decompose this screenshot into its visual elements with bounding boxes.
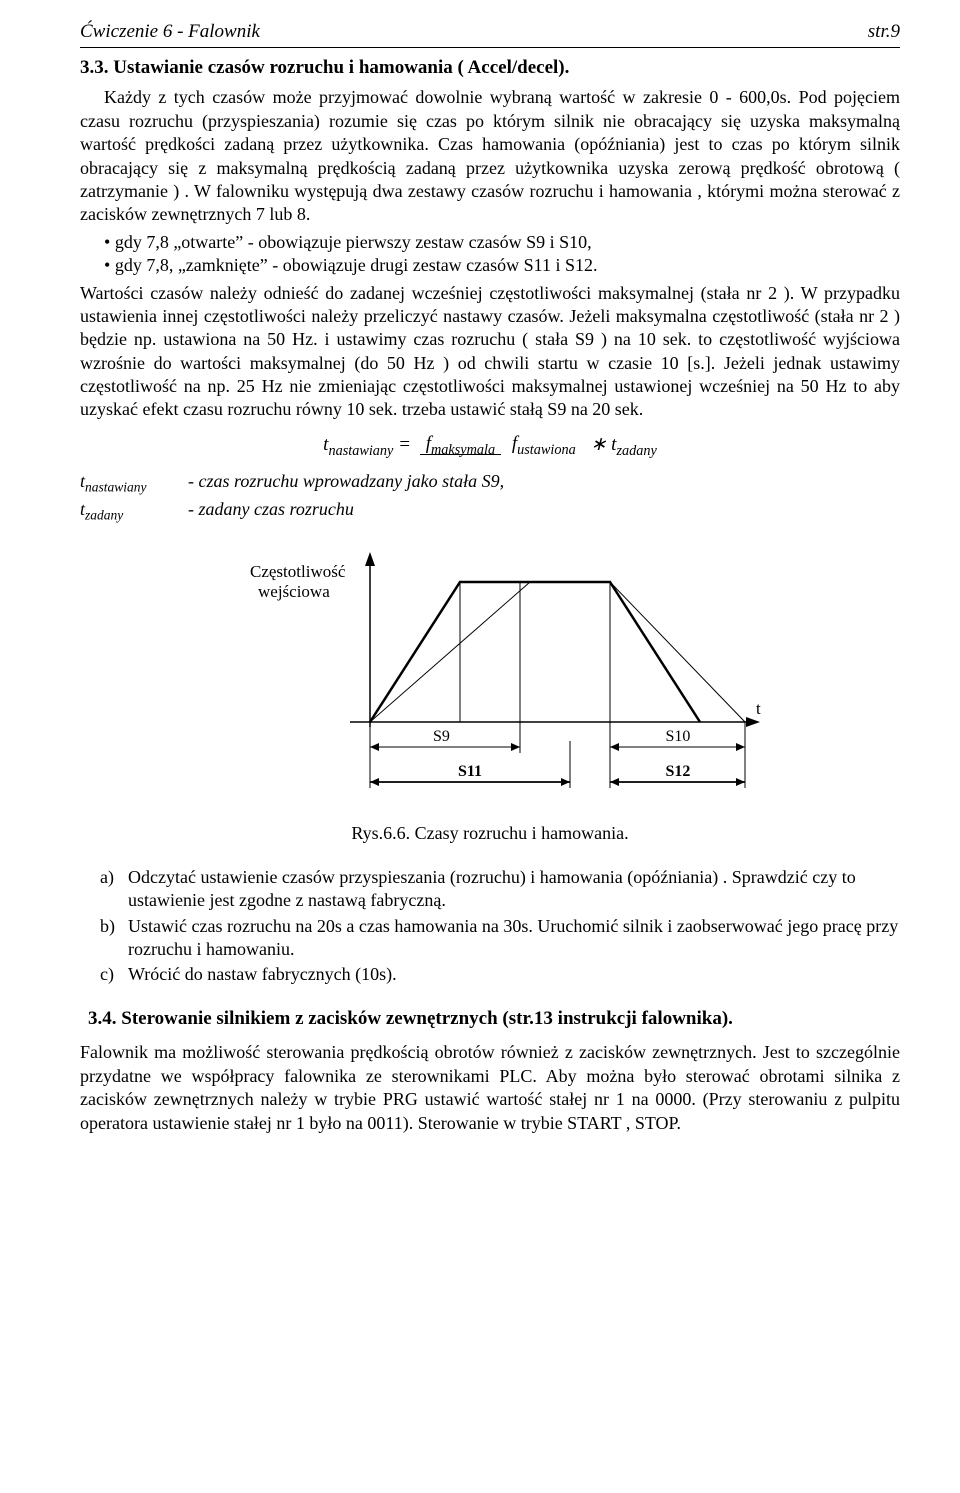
formula: tnastawiany = fmaksymala fustawiona ∗ tz… <box>80 432 900 460</box>
task-item-a: a)Odczytać ustawienie czasów przyspiesza… <box>128 866 900 913</box>
section-34-para: Falownik ma możliwość sterowania prędkoś… <box>80 1041 900 1135</box>
chart-caption: Rys.6.6. Czasy rozruchu i hamowania. <box>80 822 900 845</box>
page-header: Ćwiczenie 6 - Falownik str.9 <box>80 20 900 48</box>
svg-text:S9: S9 <box>433 728 450 745</box>
task-item-b: b)Ustawić czas rozruchu na 20s a czas ha… <box>128 915 900 962</box>
bullet-item: gdy 7,8 „otwarte” - obowiązuje pierwszy … <box>104 231 900 254</box>
timing-diagram: Częstotliwośćwejściowa t S9 S10 S11 S12 <box>190 532 790 812</box>
task-list: a)Odczytać ustawienie czasów przyspiesza… <box>128 866 900 987</box>
section-34-title: 3.4. Sterowanie silnikiem z zacisków zew… <box>88 1007 900 1032</box>
svg-text:Częstotliwość: Częstotliwość <box>250 562 346 581</box>
svg-text:S11: S11 <box>458 763 482 780</box>
chart-figure: Częstotliwośćwejściowa t S9 S10 S11 S12 <box>80 532 900 812</box>
svg-text:S10: S10 <box>666 728 691 745</box>
section-33-para2: Wartości czasów należy odnieść do zadane… <box>80 282 900 422</box>
section-33-title: 3.3. Ustawianie czasów rozruchu i hamowa… <box>80 56 900 81</box>
task-item-c: c)Wrócić do nastaw fabrycznych (10s). <box>128 963 900 986</box>
bullet-item: gdy 7,8, „zamknięte” - obowiązuje drugi … <box>104 254 900 277</box>
svg-text:S12: S12 <box>666 763 691 780</box>
formula-defs: tnastawiany - czas rozruchu wprowadzany … <box>80 470 900 524</box>
svg-text:t: t <box>756 699 761 718</box>
header-left: Ćwiczenie 6 - Falownik <box>80 20 260 45</box>
header-right: str.9 <box>868 20 900 45</box>
section-33-para1: Każdy z tych czasów może przyjmować dowo… <box>80 86 900 226</box>
section-33-bullets: gdy 7,8 „otwarte” - obowiązuje pierwszy … <box>80 231 900 278</box>
svg-text:wejściowa: wejściowa <box>258 582 330 601</box>
